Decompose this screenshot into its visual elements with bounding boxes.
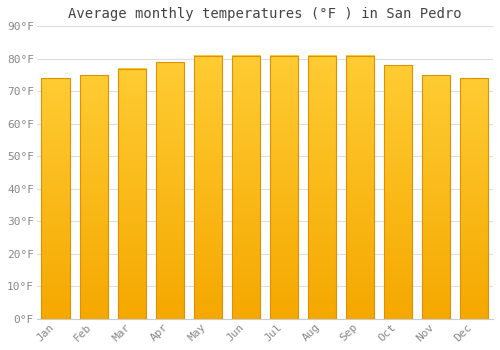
Bar [422,75,450,319]
Bar [232,56,260,319]
Bar [308,56,336,319]
Bar [270,56,298,319]
Bar [346,56,374,319]
Title: Average monthly temperatures (°F ) in San Pedro: Average monthly temperatures (°F ) in Sa… [68,7,462,21]
Bar [384,65,412,319]
Bar [194,56,222,319]
Bar [42,78,70,319]
Bar [118,69,146,319]
Bar [80,75,108,319]
Bar [460,78,488,319]
Bar [156,62,184,319]
